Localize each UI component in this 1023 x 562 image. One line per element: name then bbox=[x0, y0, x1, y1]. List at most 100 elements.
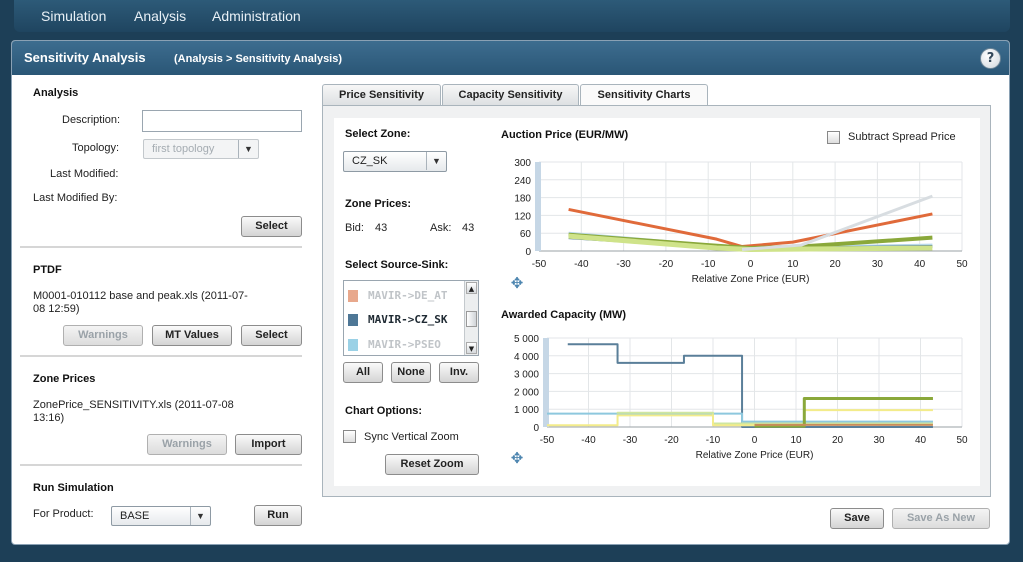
product-label: For Product: bbox=[33, 508, 94, 520]
ask-label: Ask: bbox=[430, 222, 452, 234]
bid-value: 43 bbox=[375, 222, 388, 234]
ptdf-select-button[interactable]: Select bbox=[241, 325, 302, 346]
analysis-section-title: Analysis bbox=[33, 87, 79, 99]
source-sink-list[interactable]: MAVIR->DE_AT MAVIR->CZ_SK MAVIR->PSEO ▲ … bbox=[343, 280, 479, 356]
x-tick-label: 20 bbox=[832, 435, 844, 446]
last-modified-by-label: Last Modified By: bbox=[33, 192, 118, 204]
chart-options-label: Chart Options: bbox=[345, 405, 422, 417]
x-tick-label: -30 bbox=[616, 259, 631, 270]
last-modified-label: Last Modified: bbox=[50, 168, 119, 180]
y-tick-label: 4 000 bbox=[514, 352, 539, 363]
y-tick-label: 60 bbox=[520, 229, 532, 240]
y-tick-label: 240 bbox=[514, 176, 531, 187]
select-all-button[interactable]: All bbox=[343, 362, 383, 383]
panel-header: Sensitivity Analysis (Analysis > Sensiti… bbox=[12, 41, 1009, 75]
divider bbox=[20, 246, 302, 248]
nav-analysis[interactable]: Analysis bbox=[134, 8, 187, 24]
swatch-icon bbox=[348, 314, 358, 326]
zone-price-file-line2: 13:16) bbox=[33, 412, 65, 424]
bid-label: Bid: bbox=[345, 222, 364, 234]
ptdf-file-line1: M0001-010112 base and peak.xls (2011-07- bbox=[33, 290, 248, 302]
x-tick-label: -20 bbox=[659, 259, 674, 270]
nav-simulation[interactable]: Simulation bbox=[41, 8, 107, 24]
import-button[interactable]: Import bbox=[235, 434, 302, 455]
series-line-5 bbox=[741, 194, 933, 252]
y-tick-label: 1 000 bbox=[514, 405, 539, 416]
y-tick-label: 0 bbox=[525, 247, 531, 258]
product-select[interactable]: BASE ▼ bbox=[111, 506, 211, 526]
divider bbox=[20, 355, 302, 357]
x-tick-label: 30 bbox=[873, 435, 885, 446]
awarded-capacity-chart[interactable]: 0 1 000 2 000 3 000 4 000 5 000 -50 -40 -30 -20 -1… bbox=[495, 332, 975, 472]
help-icon[interactable]: ? bbox=[980, 48, 1001, 69]
list-scrollbar[interactable]: ▲ ▼ bbox=[464, 281, 478, 355]
zone-price-file-line1: ZonePrice_SENSITIVITY.xls (2011-07-08 bbox=[33, 399, 234, 411]
mt-values-button[interactable]: MT Values bbox=[152, 325, 232, 346]
series-line-1 bbox=[547, 412, 933, 423]
y-tick-label: 0 bbox=[533, 423, 539, 434]
x-tick-label: 20 bbox=[830, 259, 842, 270]
list-item[interactable]: MAVIR->PSEO bbox=[348, 336, 464, 354]
x-tick-label: 40 bbox=[914, 259, 926, 270]
x-tick-label: -10 bbox=[706, 435, 721, 446]
reset-zoom-button[interactable]: Reset Zoom bbox=[385, 454, 479, 475]
zone-value: CZ_SK bbox=[352, 155, 388, 167]
description-label: Description: bbox=[62, 114, 121, 126]
tab-price-sensitivity[interactable]: Price Sensitivity bbox=[322, 84, 441, 106]
divider bbox=[20, 464, 302, 466]
product-value: BASE bbox=[120, 510, 150, 522]
analysis-select-button[interactable]: Select bbox=[241, 216, 302, 237]
chevron-down-icon: ▼ bbox=[426, 152, 446, 170]
topology-select[interactable]: first topology ▼ bbox=[143, 139, 259, 159]
select-none-button[interactable]: None bbox=[391, 362, 431, 383]
series-line-4 bbox=[568, 233, 933, 253]
x-tick-label: 0 bbox=[752, 435, 758, 446]
top-nav-bar: Simulation Analysis Administration bbox=[14, 0, 1010, 32]
ptdf-section-title: PTDF bbox=[33, 264, 62, 276]
series-line-2 bbox=[616, 411, 933, 425]
pan-icon[interactable]: ✥ bbox=[510, 274, 524, 292]
sync-zoom-checkbox[interactable] bbox=[343, 430, 356, 443]
zone-prices-warnings-button[interactable]: Warnings bbox=[147, 434, 227, 455]
topology-value: first topology bbox=[152, 143, 215, 155]
swatch-icon bbox=[348, 290, 358, 302]
x-tick-label: -50 bbox=[540, 435, 555, 446]
subtract-spread-checkbox[interactable] bbox=[827, 131, 840, 144]
ptdf-warnings-button[interactable]: Warnings bbox=[63, 325, 143, 346]
description-input[interactable] bbox=[142, 110, 302, 132]
tab-capacity-sensitivity[interactable]: Capacity Sensitivity bbox=[442, 84, 579, 106]
x-tick-label: 50 bbox=[956, 259, 968, 270]
zoom-slider[interactable] bbox=[535, 162, 541, 251]
subtract-spread-label: Subtract Spread Price bbox=[848, 131, 956, 143]
x-tick-label: -10 bbox=[701, 259, 716, 270]
x-tick-label: -50 bbox=[532, 259, 547, 270]
run-button[interactable]: Run bbox=[254, 505, 302, 526]
y-tick-label: 300 bbox=[514, 158, 531, 169]
list-item[interactable]: MAVIR->CZ_SK bbox=[348, 311, 464, 329]
y-tick-label: 120 bbox=[514, 211, 531, 222]
list-item[interactable]: MAVIR->DE_AT bbox=[348, 287, 464, 305]
zoom-slider[interactable] bbox=[543, 338, 549, 427]
list-item-label: MAVIR->CZ_SK bbox=[368, 313, 448, 326]
x-tick-label: 0 bbox=[748, 259, 754, 270]
ptdf-file-line2: 08 12:59) bbox=[33, 303, 80, 315]
source-sink-label: Select Source-Sink: bbox=[345, 259, 449, 271]
save-button[interactable]: Save bbox=[830, 508, 884, 529]
auction-price-chart[interactable]: 0 60 120 180 240 300 -50 -40 -30 -20 -10 0 10 20 30 40 5… bbox=[495, 150, 975, 295]
pan-icon[interactable]: ✥ bbox=[510, 449, 524, 467]
nav-administration[interactable]: Administration bbox=[212, 8, 301, 24]
invert-selection-button[interactable]: Inv. bbox=[439, 362, 479, 383]
ask-value: 43 bbox=[462, 222, 475, 234]
scroll-up-icon[interactable]: ▲ bbox=[466, 282, 477, 294]
x-tick-label: 10 bbox=[787, 259, 799, 270]
y-tick-label: 2 000 bbox=[514, 387, 539, 398]
breadcrumb: (Analysis > Sensitivity Analysis) bbox=[174, 53, 343, 65]
x-tick-label: 10 bbox=[790, 435, 802, 446]
page-title: Sensitivity Analysis bbox=[24, 50, 146, 65]
save-as-new-button[interactable]: Save As New bbox=[892, 508, 990, 529]
zone-select[interactable]: CZ_SK ▼ bbox=[343, 151, 447, 172]
scroll-down-icon[interactable]: ▼ bbox=[466, 342, 477, 354]
y-tick-label: 5 000 bbox=[514, 334, 539, 345]
scroll-thumb[interactable] bbox=[466, 311, 477, 327]
tab-sensitivity-charts[interactable]: Sensitivity Charts bbox=[580, 84, 708, 107]
